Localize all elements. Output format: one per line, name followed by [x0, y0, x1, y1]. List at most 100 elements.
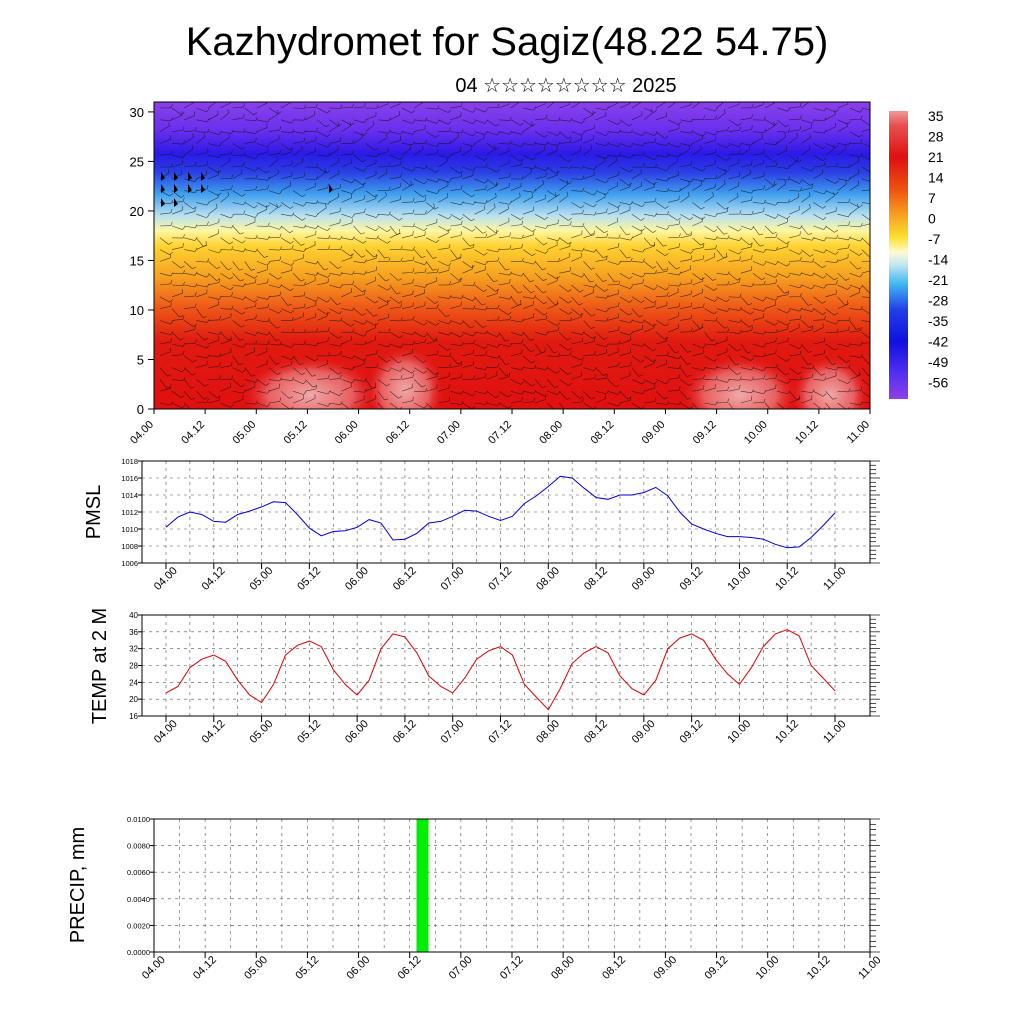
wind-barb — [280, 248, 293, 250]
wind-barb — [159, 331, 171, 336]
wind-barb — [595, 249, 604, 258]
wind-barb — [619, 131, 631, 134]
wind-barb — [220, 402, 231, 408]
wind-barb-feather — [485, 163, 488, 168]
x-tick-label: 10.12 — [773, 718, 801, 746]
wind-barb — [292, 379, 304, 385]
wind-barb — [389, 164, 401, 168]
wind-barb — [849, 154, 861, 157]
wind-barb-feather — [315, 127, 318, 132]
wind-barb — [559, 246, 570, 250]
wind-barb-feather — [170, 150, 173, 155]
wind-barb — [268, 190, 280, 195]
wind-barb-feather — [651, 109, 653, 114]
wind-barb-feather — [424, 231, 426, 236]
wind-barb — [680, 225, 688, 235]
wind-barb — [232, 379, 242, 387]
warm-core — [240, 355, 380, 409]
wind-barb-feather — [315, 342, 319, 346]
wind-barb-feather — [424, 164, 428, 169]
wind-barb-feather — [589, 280, 594, 283]
wind-barb-feather — [170, 221, 173, 226]
wind-barb — [244, 213, 256, 218]
wind-barb-feather — [203, 397, 208, 400]
wind-barb — [801, 237, 813, 241]
wind-barb — [740, 143, 752, 146]
wind-barb — [825, 293, 837, 298]
wind-barb — [704, 379, 716, 381]
wind-barb-feather — [715, 174, 718, 179]
wind-barb — [692, 327, 703, 333]
wind-barb — [559, 103, 570, 109]
temp-series-line — [165, 629, 836, 711]
wind-barb — [305, 244, 316, 250]
wind-barb — [595, 377, 607, 380]
wind-barb — [813, 249, 824, 254]
wind-barb — [607, 143, 619, 147]
wind-barb-feather — [727, 386, 730, 391]
wind-barb-feather — [690, 255, 693, 260]
wind-barb-feather — [666, 226, 670, 230]
wind-barb — [414, 341, 425, 345]
x-tick-label: 09.00 — [640, 419, 668, 447]
wind-barb — [776, 119, 786, 127]
wind-barb — [268, 367, 278, 375]
wind-barb-feather — [618, 326, 620, 331]
wind-barb — [305, 305, 316, 309]
wind-barb — [280, 213, 292, 217]
wind-barb-feather — [846, 407, 851, 409]
wind-barb — [341, 320, 351, 327]
wind-barb — [232, 225, 241, 235]
wind-barb — [208, 154, 220, 158]
wind-barb — [752, 211, 764, 215]
wind-barb — [414, 390, 426, 393]
wind-barb-feather — [618, 243, 620, 248]
wind-barb-feather — [255, 302, 257, 307]
wind-barb — [414, 261, 425, 265]
wind-barb — [874, 356, 881, 364]
wind-barb — [643, 320, 654, 327]
wind-barb-feather — [665, 206, 669, 209]
wind-barb-feather — [432, 268, 437, 271]
wind-barb — [438, 376, 449, 380]
wind-barb-feather — [374, 300, 379, 304]
wind-barb-feather — [751, 389, 754, 393]
wind-barb-feather — [701, 216, 706, 220]
wind-barb-feather — [873, 319, 875, 322]
wind-barb-feather — [774, 322, 779, 326]
wind-barb — [680, 269, 691, 274]
wind-barb-feather — [521, 318, 525, 323]
wind-barb-feather — [290, 262, 295, 266]
wind-barb — [401, 148, 412, 156]
wind-barb-feather — [265, 383, 270, 386]
wind-barb — [861, 331, 870, 339]
wind-barb-feather — [170, 104, 173, 108]
warm-core — [680, 355, 800, 409]
wind-barb — [849, 261, 858, 270]
wind-barb-feather — [653, 132, 658, 136]
wind-barb — [208, 143, 220, 147]
wind-barb — [256, 202, 267, 208]
wind-barb — [401, 212, 413, 215]
wind-barb-feather — [267, 176, 270, 181]
wind-barb — [413, 178, 425, 185]
wind-barb — [631, 102, 642, 109]
wind-barb — [510, 247, 522, 250]
wind-barb — [837, 224, 849, 227]
wind-barb — [522, 355, 532, 364]
wind-barb — [680, 306, 692, 309]
wind-barb — [208, 114, 219, 121]
wind-barb-feather — [460, 361, 463, 366]
wind-barb-feather — [544, 216, 548, 220]
wind-barb-feather — [398, 278, 402, 281]
wind-barb-feather — [484, 108, 488, 113]
wind-barb — [631, 296, 642, 303]
wind-barb — [220, 284, 231, 291]
wind-barb-feather — [352, 139, 355, 144]
wind-barb — [837, 343, 849, 347]
wind-barb — [401, 143, 413, 146]
wind-barb — [208, 339, 219, 345]
wind-barb — [474, 202, 486, 204]
wind-barb-feather — [566, 397, 571, 400]
wind-barb — [292, 161, 303, 168]
